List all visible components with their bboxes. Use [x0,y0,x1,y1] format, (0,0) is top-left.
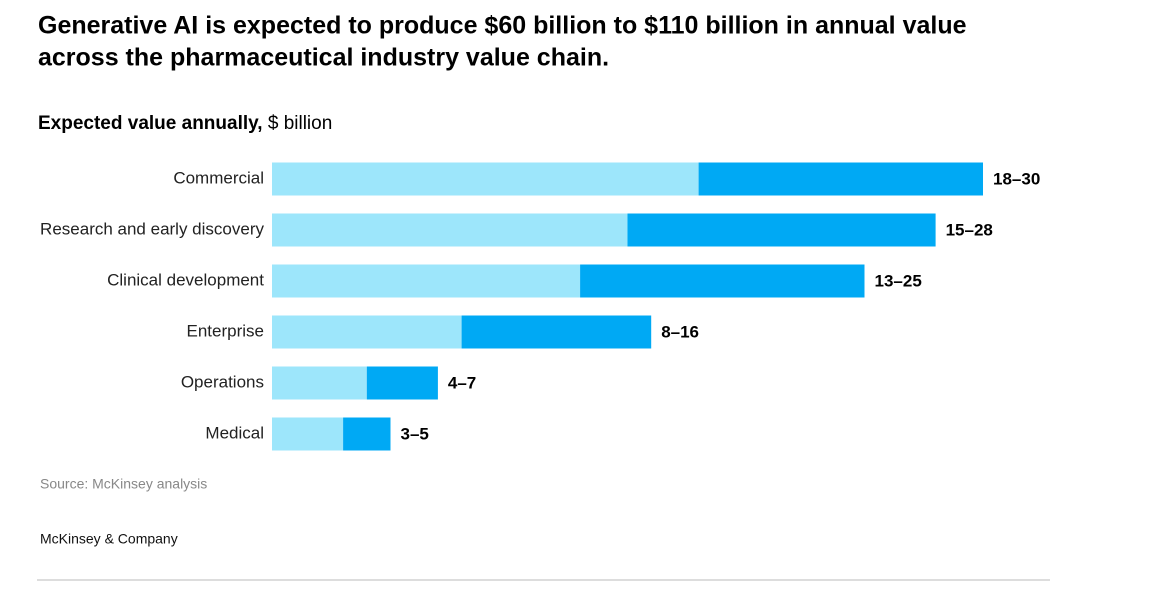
bar-range [366,366,438,400]
value-label: 4–7 [448,373,476,392]
bar-range [698,162,983,196]
bar-range [461,315,652,349]
bar-range [627,213,936,247]
bar-low [272,213,628,247]
subtitle: Expected value annually, $ billion [38,113,332,134]
category-label: Clinical development [107,270,264,289]
bar-low [272,366,367,400]
bar-low [272,162,699,196]
bar-low [272,417,344,451]
value-label: 13–25 [875,271,922,290]
value-label: 8–16 [661,322,699,341]
bar-range [580,264,865,298]
value-label: 15–28 [946,220,993,239]
category-label: Operations [181,372,264,391]
category-label: Enterprise [187,321,264,340]
category-label: Commercial [173,168,264,187]
value-label: 3–5 [401,424,429,443]
chart-title: across the pharmaceutical industry value… [38,44,609,72]
bar-low [272,315,462,349]
value-label: 18–30 [993,169,1040,188]
bar-low [272,264,581,298]
category-label: Research and early discovery [40,219,264,238]
footer: McKinsey & Company [40,531,178,547]
chart-title: Generative AI is expected to produce $60… [38,12,967,40]
category-label: Medical [205,423,264,442]
source: Source: McKinsey analysis [40,476,207,492]
unit: $ billion [268,113,332,134]
bar-range [343,417,391,451]
subtitle-text: Expected value annually, [38,113,263,134]
